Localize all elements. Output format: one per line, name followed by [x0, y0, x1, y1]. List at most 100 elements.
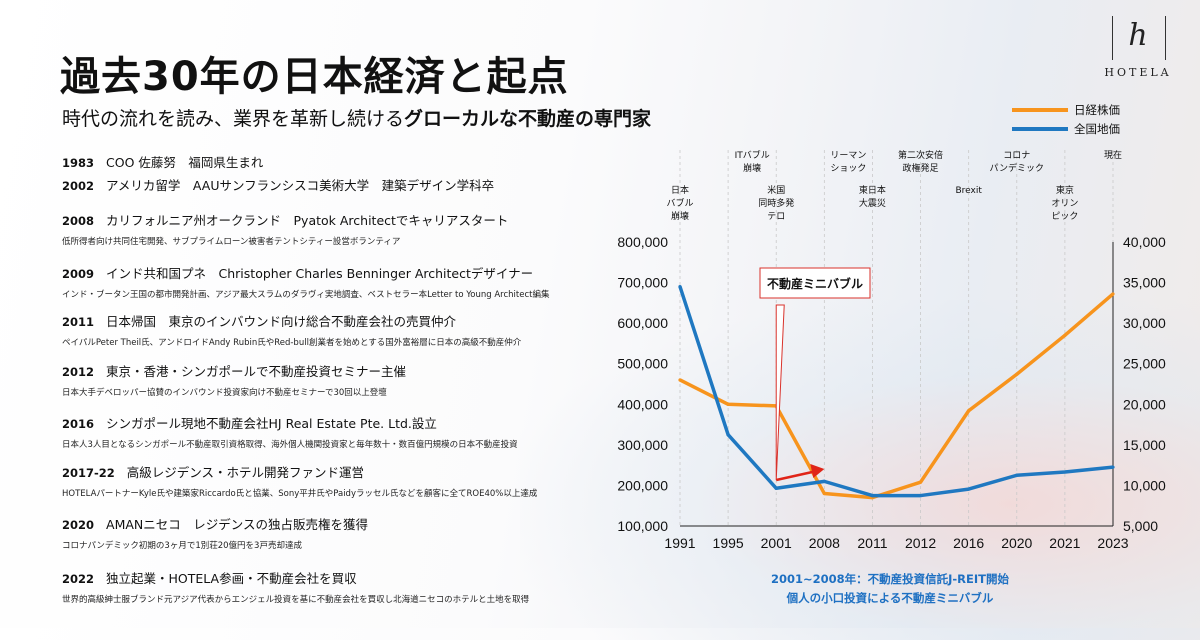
y-right-tick-label: 10,000	[1123, 477, 1166, 493]
logo-mark: h	[1128, 18, 1148, 53]
y-left-tick-label: 200,000	[617, 477, 668, 493]
logo-frame	[1112, 16, 1166, 60]
event-label-line: 第二次安倍	[898, 149, 943, 161]
event-label-line: 東日本	[859, 184, 886, 196]
event-label-line: コロナ	[1003, 150, 1030, 161]
event-label: 東京オリンピック	[1051, 184, 1078, 222]
event-label-line: ITバブル	[735, 149, 770, 161]
timeline-text: AMANニセコ レジデンスの独占販売権を獲得	[106, 517, 369, 532]
data-point	[967, 487, 971, 491]
timeline-entry: 2012 東京・香港・シンガポールで不動産投資セミナー主催 日本大手デベロッパー協…	[62, 361, 406, 398]
legend-label-nikkei: 日経株価	[1074, 103, 1120, 117]
event-label-line: オリン	[1051, 198, 1078, 209]
series-line	[678, 286, 1114, 498]
event-label: 現在	[1104, 149, 1122, 161]
timeline-text: シンガポール現地不動産会社HJ Real Estate Pte. Ltd.設立	[106, 416, 437, 431]
timeline-year: 2011	[62, 315, 95, 329]
timeline-detail: インド・ブータン王国の都市開発計画、アジア最大スラムのダラヴィ実地調査、ベストセ…	[62, 290, 550, 300]
y-left-tick-label: 300,000	[617, 437, 668, 453]
data-point	[1111, 465, 1115, 469]
timeline-entry: 2008 カリフォルニア州オークランド Pyatok Architectでキャリア…	[62, 210, 508, 247]
data-point	[678, 378, 682, 382]
timeline-detail: ペイパルPeter Theil氏、アンドロイドAndy Rubin氏やRed-b…	[62, 338, 522, 348]
data-point	[726, 402, 730, 406]
timeline-text: 高級レジデンス・ホテル開発ファンド運営	[126, 465, 365, 480]
data-point	[678, 285, 682, 289]
y-right-tick-label: 5,000	[1123, 518, 1158, 534]
event-label: 日本バブル崩壊	[666, 184, 693, 222]
y-left-tick-label: 800,000	[617, 234, 668, 250]
bubble-arrow-head	[810, 464, 825, 478]
event-label-line: ショック	[830, 163, 866, 174]
event-label-line: 崩壊	[743, 162, 761, 174]
timeline-detail: HOTELAパートナーKyle氏や建築家Riccardo氏と協業、Sony平井氏…	[62, 489, 538, 499]
data-point	[726, 433, 730, 437]
event-label-line: バブル	[666, 197, 693, 209]
timeline-entry: 2020 AMANニセコ レジデンスの独占販売権を獲得 コロナパンデミック初期の3…	[62, 514, 368, 551]
legend-item-land: 全国地価	[1012, 122, 1120, 136]
x-tick-label: 1991	[664, 535, 695, 551]
timeline-text: 日本帰国 東京のインバウンド向け総合不動産会社の売買仲介	[106, 314, 457, 329]
data-point	[918, 480, 923, 484]
x-tick-label: 2012	[905, 535, 936, 551]
y-right-tick-label: 30,000	[1123, 315, 1166, 331]
timeline-entry: 2017-22 高級レジデンス・ホテル開発ファンド運営 HOTELAパートナーKy…	[62, 462, 537, 499]
legend-item-nikkei: 日経株価	[1012, 103, 1120, 117]
timeline-detail: 世界的高級紳士服ブランド元アジア代表からエンジェル投資を基に不動産会社を買収し北…	[62, 595, 530, 605]
x-tick-label: 2023	[1097, 535, 1128, 551]
chart-legend: 日経株価 全国地価	[1012, 103, 1120, 141]
event-label: リーマンショック	[830, 151, 866, 174]
timeline-entry: 2016 シンガポール現地不動産会社HJ Real Estate Pte. Ltd…	[62, 413, 518, 450]
timeline-year: 2022	[62, 572, 95, 586]
y-left-tick-label: 600,000	[617, 315, 668, 331]
y-right-tick-label: 15,000	[1123, 437, 1166, 453]
logo-word: HOTELA	[1104, 66, 1172, 79]
legend-label-land: 全国地価	[1074, 122, 1120, 136]
event-label-line: 同時多発	[758, 197, 794, 209]
data-point	[918, 493, 923, 498]
timeline-text: 独立起業・HOTELA参画・不動産会社を買収	[106, 571, 357, 586]
hotela-logo: h HOTELA	[1098, 12, 1178, 84]
x-tick-label: 2016	[953, 535, 984, 551]
y-right-tick-label: 25,000	[1123, 356, 1166, 372]
data-point	[1063, 470, 1067, 474]
event-label-line: パンデミック	[990, 162, 1044, 174]
timeline-year: 1983	[62, 156, 95, 170]
data-point	[822, 491, 826, 496]
timeline-year: 2008	[62, 214, 95, 228]
data-point	[870, 493, 875, 498]
page-subtitle: 時代の流れを読み、業界を革新し続けるグローカルな不動産の専門家	[62, 104, 651, 131]
mini-bubble-note: 2001~2008年：不動産投資信託J-REIT開始 個人の小口投資による不動産…	[700, 570, 1080, 608]
event-label: Brexit	[955, 186, 982, 196]
legend-swatch-land	[1012, 127, 1068, 131]
event-label-line: 大震災	[859, 197, 886, 209]
event-label-line: ピック	[1051, 211, 1078, 222]
note-line-1: 2001~2008年：不動産投資信託J-REIT開始	[770, 572, 1010, 586]
timeline-detail: コロナパンデミック初期の3ヶ月で1別荘20億円を3戸売却達成	[62, 541, 302, 551]
timeline-text: COO 佐藤努 福岡県生まれ	[106, 155, 264, 170]
timeline-text: カリフォルニア州オークランド Pyatok Architectでキャリアスタート	[106, 213, 509, 228]
event-label-line: 東京	[1056, 184, 1074, 196]
timeline-entry: 2009 インド共和国プネ Christopher Charles Benning…	[62, 263, 549, 300]
event-label: 第二次安倍政権発足	[898, 149, 943, 174]
data-point	[1063, 333, 1067, 337]
data-point	[822, 479, 826, 483]
y-left-tick-label: 700,000	[617, 275, 668, 291]
subtitle-bold: グローカルな不動産の専門家	[404, 108, 652, 130]
x-tick-label: 2008	[809, 535, 840, 551]
timeline-text: 東京・香港・シンガポールで不動産投資セミナー主催	[106, 364, 407, 379]
subtitle-plain: 時代の流れを読み、業界を革新し続ける	[62, 108, 405, 130]
timeline-entry: 2002 アメリカ留学 AAUサンフランシスコ美術大学 建築デザイン学科卒	[62, 175, 494, 194]
timeline-detail: 日本人3人目となるシンガポール不動産取引資格取得、海外個人機関投資家と毎年数十・…	[62, 440, 518, 450]
data-point	[774, 486, 778, 490]
timeline-detail: 日本大手デベロッパー協賛のインバウンド投資家向け不動産セミナーで30回以上登壇	[62, 388, 387, 398]
event-label-line: テロ	[767, 211, 785, 222]
data-point	[1015, 473, 1019, 477]
y-right-tick-label: 35,000	[1123, 275, 1166, 291]
timeline-detail: 低所得者向け共同住宅開発、サブプライムローン被害者テントシティー設営ボランティア	[62, 237, 401, 247]
bubble-arrow-line	[775, 470, 813, 482]
page-title: 過去30年の日本経済と起点	[60, 54, 569, 100]
timeline-year: 2020	[62, 518, 95, 532]
event-label-line: 日本	[671, 184, 689, 196]
